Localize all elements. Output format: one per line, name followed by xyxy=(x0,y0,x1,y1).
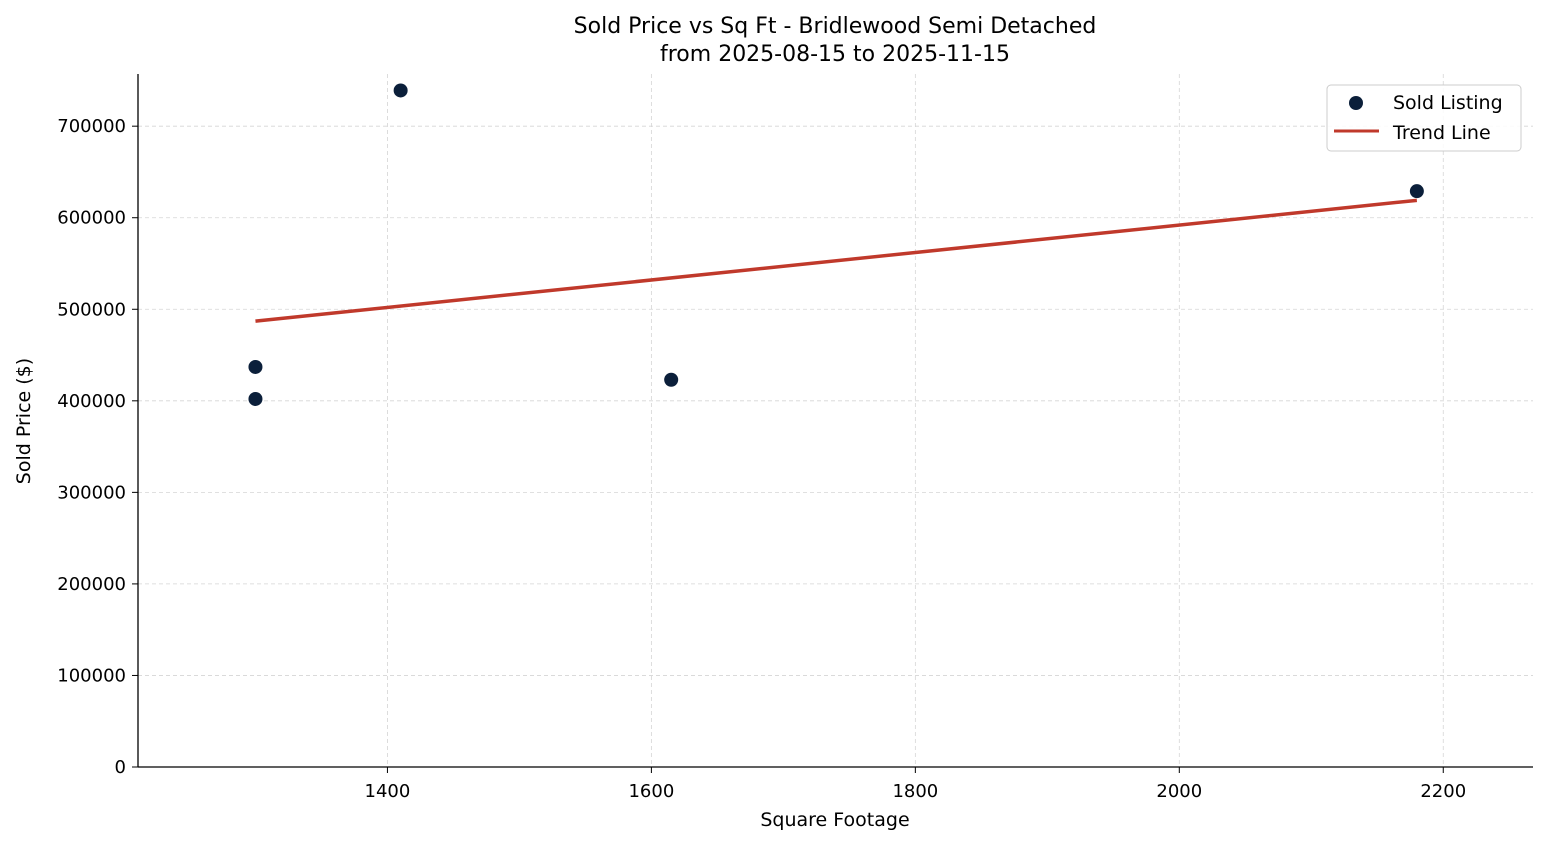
x-tick-label: 1800 xyxy=(892,781,938,802)
grid xyxy=(138,74,1533,768)
data-point xyxy=(248,359,263,374)
data-point xyxy=(664,372,679,387)
points-group xyxy=(248,83,1424,406)
y-tick-label: 400000 xyxy=(57,391,126,412)
legend-box xyxy=(1326,84,1522,152)
y-tick-label: 200000 xyxy=(57,574,126,595)
trend-line xyxy=(255,198,1418,323)
chart-title: Sold Price vs Sq Ft - Bridlewood Semi De… xyxy=(574,14,1097,39)
y-tick-label: 300000 xyxy=(57,482,126,503)
data-point xyxy=(1409,184,1424,199)
legend: Sold Listing Trend Line xyxy=(1326,84,1522,152)
x-tick-label: 1600 xyxy=(628,781,674,802)
y-tick-label: 100000 xyxy=(57,665,126,686)
legend-marker-sold-listing xyxy=(1349,96,1363,110)
y-tick-label: 0 xyxy=(115,757,126,778)
x-tick-label: 1400 xyxy=(365,781,411,802)
y-tick-label: 500000 xyxy=(57,299,126,320)
y-tick-label: 600000 xyxy=(57,208,126,229)
ticks: 1400 1600 1800 2000 2200 0 100000 200000 300000 4… xyxy=(57,116,1466,802)
data-point xyxy=(393,83,408,98)
x-tick-label: 2000 xyxy=(1156,781,1202,802)
trend-line-group xyxy=(255,198,1418,323)
y-axis-label: Sold Price ($) xyxy=(13,358,35,484)
legend-label-sold-listing: Sold Listing xyxy=(1393,92,1503,114)
x-tick-label: 2200 xyxy=(1420,781,1466,802)
data-point xyxy=(248,391,263,406)
x-axis-label: Square Footage xyxy=(760,809,909,831)
legend-label-trend-line: Trend Line xyxy=(1392,122,1491,144)
chart-subtitle: from 2025-08-15 to 2025-11-15 xyxy=(660,42,1010,67)
y-tick-label: 700000 xyxy=(57,116,126,137)
